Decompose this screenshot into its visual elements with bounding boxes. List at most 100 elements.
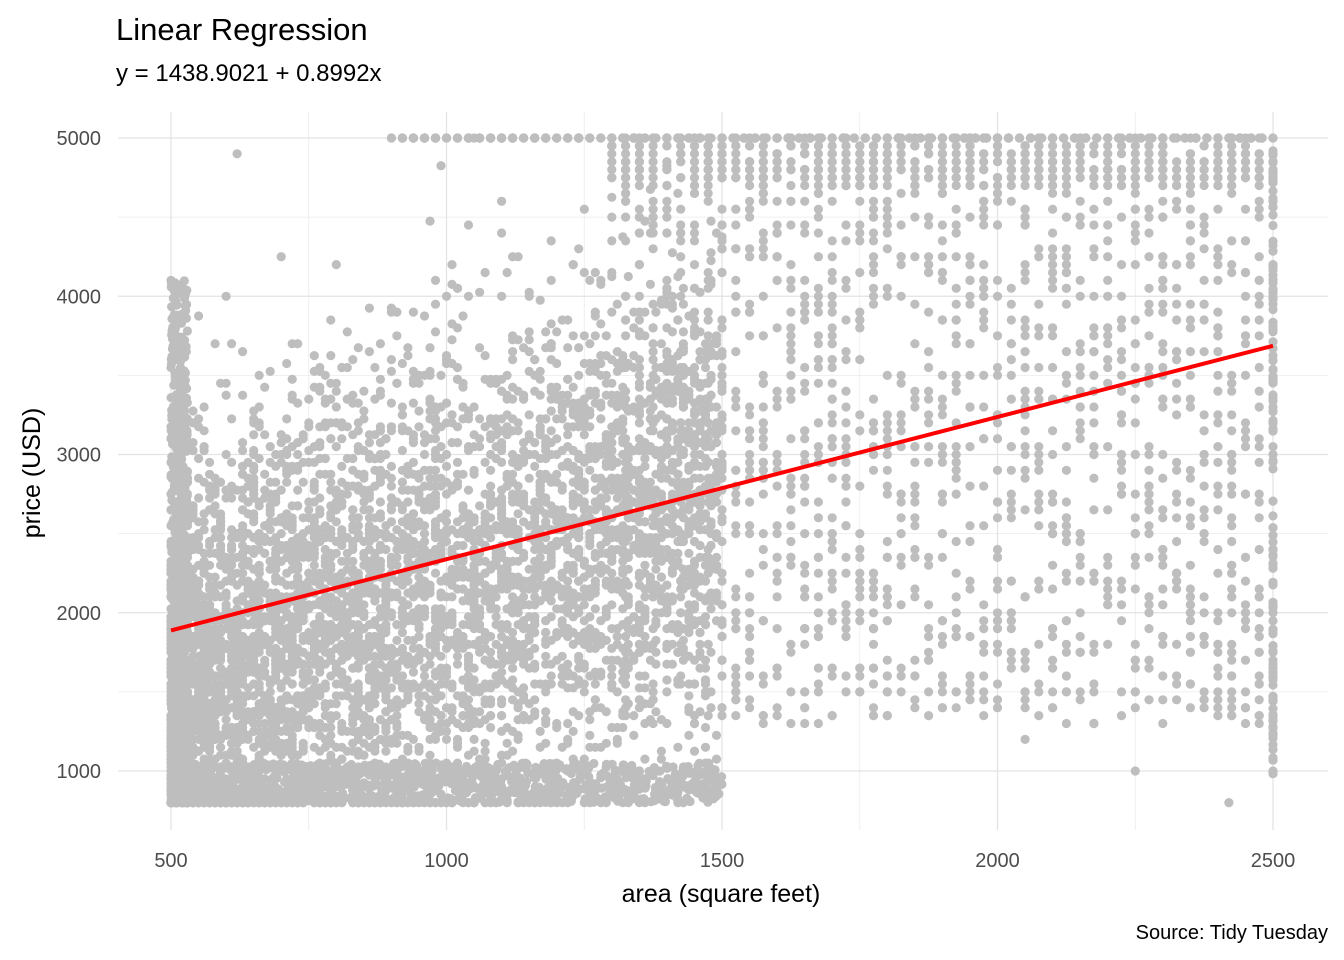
scatter-point <box>381 521 391 531</box>
scatter-point <box>469 592 479 602</box>
scatter-point <box>320 722 330 733</box>
scatter-point <box>227 552 237 563</box>
scatter-point <box>397 358 407 369</box>
scatter-point <box>596 449 606 460</box>
scatter-point <box>232 687 242 697</box>
scatter-point <box>507 627 518 638</box>
scatter-point <box>271 533 281 543</box>
scatter-point <box>535 726 545 737</box>
scatter-point <box>695 355 705 365</box>
scatter-point <box>298 703 308 713</box>
scatter-point <box>331 442 341 452</box>
scatter-point <box>359 608 369 618</box>
scatter-point <box>359 485 369 495</box>
scatter-point <box>452 691 463 701</box>
scatter-point <box>304 505 314 515</box>
scatter-point <box>260 639 270 650</box>
scatter-point <box>475 536 485 547</box>
scatter-point <box>353 711 363 721</box>
scatter-point <box>370 596 380 606</box>
scatter-point <box>524 600 534 610</box>
scatter-point <box>585 671 595 681</box>
scatter-point <box>436 671 446 681</box>
scatter-point <box>326 620 336 630</box>
scatter-point <box>579 687 589 697</box>
scatter-points <box>166 133 1278 808</box>
scatter-point <box>579 505 589 515</box>
scatter-point <box>585 612 595 622</box>
scatter-point <box>656 746 667 756</box>
scatter-point <box>194 683 204 693</box>
scatter-point <box>282 469 292 479</box>
scatter-point <box>309 497 319 507</box>
scatter-point <box>541 687 551 697</box>
scatter-point <box>513 335 523 345</box>
scatter-point <box>326 750 336 760</box>
scatter-point <box>210 588 220 598</box>
scatter-point <box>629 711 639 721</box>
scatter-point <box>359 406 369 416</box>
scatter-point <box>491 548 501 559</box>
scatter-point <box>370 722 380 733</box>
scatter-point <box>535 366 545 376</box>
scatter-point <box>238 521 248 531</box>
scatter-point <box>618 426 628 436</box>
scatter-point <box>623 663 633 673</box>
scatter-point <box>486 533 496 543</box>
scatter-point <box>513 639 523 650</box>
scatter-point <box>717 505 727 515</box>
scatter-point <box>298 612 308 622</box>
scatter-point <box>507 695 518 705</box>
scatter-point <box>623 271 633 282</box>
scatter-point <box>342 651 352 661</box>
scatter-point <box>232 738 242 748</box>
scatter-point <box>441 291 452 301</box>
scatter-point <box>706 216 716 226</box>
scatter-point <box>711 335 722 345</box>
scatter-point <box>326 434 336 444</box>
scatter-point <box>552 477 562 487</box>
scatter-point <box>408 548 418 559</box>
scatter-point <box>353 568 363 578</box>
scatter-point <box>194 414 204 424</box>
scatter-point <box>452 659 463 669</box>
scatter-point <box>304 667 314 677</box>
scatter-point <box>574 679 584 689</box>
scatter-point <box>199 722 209 733</box>
scatter-point <box>221 390 231 400</box>
scatter-point <box>359 695 369 705</box>
scatter-point <box>430 426 441 436</box>
scatter-point <box>711 754 722 764</box>
scatter-point <box>425 493 435 503</box>
scatter-point <box>711 592 722 602</box>
scatter-point <box>524 430 534 440</box>
scatter-point <box>480 631 490 642</box>
scatter-point <box>557 663 567 673</box>
scatter-point <box>590 643 600 654</box>
scatter-point <box>574 343 584 353</box>
scatter-point <box>530 643 540 654</box>
scatter-point <box>480 267 490 278</box>
scatter-point <box>651 659 661 669</box>
scatter-point <box>436 718 446 729</box>
scatter-point <box>238 461 248 471</box>
scatter-point <box>309 568 319 578</box>
scatter-point <box>662 675 672 685</box>
scatter-point <box>507 355 518 365</box>
scatter-point <box>706 426 716 436</box>
scatter-point <box>667 366 678 376</box>
scatter-point <box>463 513 474 523</box>
scatter-point <box>667 568 678 578</box>
scatter-point <box>216 635 226 646</box>
scatter-point <box>293 339 303 349</box>
scatter-point <box>337 434 347 444</box>
scatter-point <box>651 564 661 574</box>
scatter-point <box>585 339 595 349</box>
scatter-point <box>596 671 606 681</box>
scatter-point <box>254 544 264 555</box>
scatter-point <box>392 663 402 673</box>
scatter-point <box>700 406 711 416</box>
scatter-point <box>452 742 463 752</box>
scatter-point <box>706 256 716 266</box>
